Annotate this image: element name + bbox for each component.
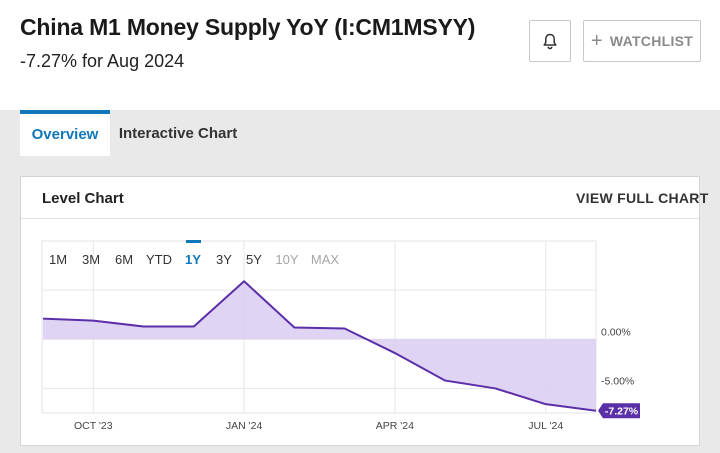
range-button-3y[interactable]: 3Y <box>216 252 232 267</box>
watchlist-label: WATCHLIST <box>609 33 694 49</box>
range-button-max: MAX <box>310 252 340 267</box>
x-tick-label: JAN '24 <box>226 420 263 432</box>
x-axis-ticks: OCT '23 JAN '24 APR '24 JUL '24 <box>74 420 563 432</box>
view-full-chart-link[interactable]: VIEW FULL CHART <box>576 190 709 206</box>
range-button-ytd[interactable]: YTD <box>146 252 172 267</box>
set-alert-button[interactable] <box>529 20 571 62</box>
range-button-3m[interactable]: 3M <box>81 252 101 267</box>
x-tick-label: JUL '24 <box>528 420 563 432</box>
x-tick-label: OCT '23 <box>74 420 113 432</box>
chart-area-fill <box>43 281 596 411</box>
series-line <box>42 280 597 412</box>
area-fill <box>43 281 596 411</box>
tab-overview[interactable]: Overview <box>20 110 110 156</box>
range-button-1m[interactable]: 1M <box>48 252 68 267</box>
range-button-5y[interactable]: 5Y <box>246 252 262 267</box>
panel-title: Level Chart <box>42 190 124 207</box>
range-button-10y: 10Y <box>275 252 299 267</box>
last-value-label: -7.27% <box>605 406 639 418</box>
active-range-indicator <box>186 240 201 243</box>
range-button-6m[interactable]: 6M <box>114 252 134 267</box>
plus-icon: + <box>590 30 603 52</box>
last-value-badge: -7.27% <box>598 403 640 419</box>
latest-value-subtitle: -7.27% for Aug 2024 <box>20 51 185 71</box>
add-to-watchlist-button[interactable]: + WATCHLIST <box>583 20 701 62</box>
tab-interactive-chart[interactable]: Interactive Chart <box>118 124 238 142</box>
page-title: China M1 Money Supply YoY (I:CM1MSYY) <box>20 14 476 40</box>
tab-bar <box>0 110 720 156</box>
plot-frame <box>41 240 597 414</box>
y-tick-label: 0.00% <box>601 326 631 338</box>
chart-series-line <box>42 280 597 412</box>
y-tick-label: -5.00% <box>601 375 634 387</box>
x-tick-label: APR '24 <box>376 420 414 432</box>
range-button-1y[interactable]: 1Y <box>185 252 201 267</box>
y-axis-ticks: 0.00% -5.00% <box>601 326 634 387</box>
last-value-badge-shape <box>598 403 640 419</box>
bell-icon <box>543 33 557 49</box>
panel-header-divider <box>21 218 699 219</box>
